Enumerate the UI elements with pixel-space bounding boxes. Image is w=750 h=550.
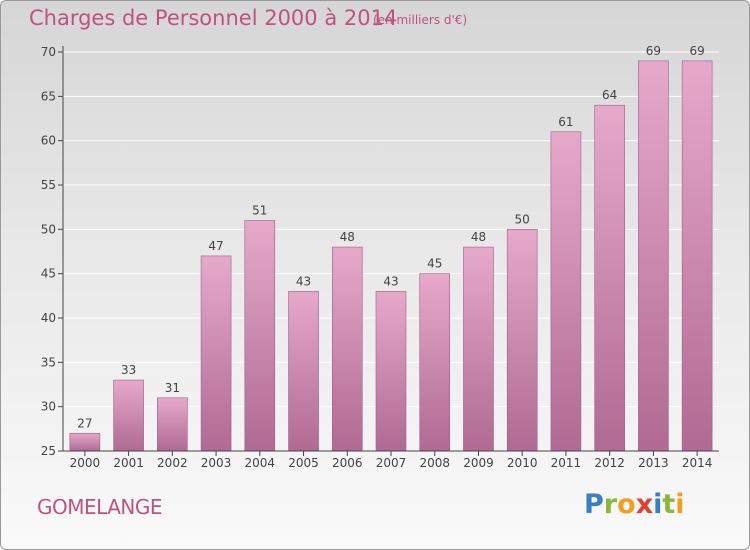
y-tick-label: 55 (41, 178, 56, 192)
y-tick-label: 25 (41, 444, 56, 458)
bar-value-label: 31 (165, 381, 180, 395)
x-tick-label: 2006 (332, 456, 363, 470)
x-tick-label: 2002 (157, 456, 188, 470)
bar-2014 (681, 60, 713, 452)
bar-value-label: 27 (77, 416, 92, 430)
logo-letter: t (662, 489, 676, 520)
x-tick-label: 2000 (70, 456, 101, 470)
bar-2010 (506, 229, 538, 452)
bar-2007 (375, 291, 407, 452)
x-tick-label: 2004 (245, 456, 276, 470)
x-tick-label: 2014 (682, 456, 713, 470)
bar-2001 (113, 379, 144, 452)
proxiti-logo: Proxiti (584, 489, 685, 520)
bar-value-label: 48 (340, 230, 355, 244)
bar-2003 (200, 255, 232, 452)
bar-2005 (288, 291, 319, 452)
x-tick-label: 2013 (638, 456, 669, 470)
y-tick-label: 35 (41, 355, 56, 369)
bar-value-label: 50 (515, 212, 530, 226)
bar-value-label: 48 (471, 230, 486, 244)
bar-value-label: 64 (602, 88, 617, 102)
chart-title: Charges de Personnel 2000 à 2014 (29, 6, 398, 30)
logo-letter: i (653, 489, 663, 520)
y-tick-label: 50 (41, 222, 56, 236)
y-tick-label: 65 (41, 89, 56, 103)
bar-2000 (69, 432, 101, 452)
x-tick-label: 2010 (507, 456, 538, 470)
bar-value-label: 43 (296, 274, 311, 288)
y-tick-label: 60 (41, 134, 56, 148)
x-tick-label: 2008 (419, 456, 450, 470)
x-tick-label: 2009 (463, 456, 494, 470)
bar-2002 (157, 397, 188, 452)
logo-letter: P (584, 489, 604, 520)
bar-2013 (638, 60, 669, 452)
bar-value-label: 33 (121, 363, 136, 377)
bar-2012 (594, 104, 625, 452)
bar-2008 (419, 273, 451, 452)
x-tick-label: 2001 (113, 456, 144, 470)
y-tick-label: 45 (41, 267, 56, 281)
x-tick-label: 2003 (201, 456, 232, 470)
logo-letter: r (603, 489, 618, 520)
place-name: GOMELANGE (37, 495, 163, 519)
bar-2009 (463, 246, 494, 452)
bar-value-label: 43 (383, 274, 398, 288)
bar-2004 (244, 220, 276, 452)
bar-value-label: 61 (558, 115, 573, 129)
bar-value-label: 69 (646, 44, 661, 58)
y-tick-label: 70 (41, 45, 56, 59)
bar-2011 (550, 131, 582, 452)
y-tick-label: 40 (41, 311, 56, 325)
bar-value-label: 45 (427, 257, 442, 271)
logo-letter: o (617, 489, 636, 520)
logo-letter: x (635, 489, 654, 520)
x-tick-label: 2007 (376, 456, 407, 470)
x-tick-label: 2011 (551, 456, 582, 470)
x-tick-label: 2012 (594, 456, 625, 470)
x-tick-label: 2005 (288, 456, 319, 470)
bar-2006 (331, 246, 363, 452)
y-tick-label: 30 (41, 400, 56, 414)
bar-value-label: 47 (208, 239, 223, 253)
bar-value-label: 51 (252, 203, 267, 217)
bar-value-label: 69 (689, 44, 704, 58)
chart-subtitle: (en milliers d'€) (373, 13, 468, 27)
logo-letter: i (675, 489, 685, 520)
